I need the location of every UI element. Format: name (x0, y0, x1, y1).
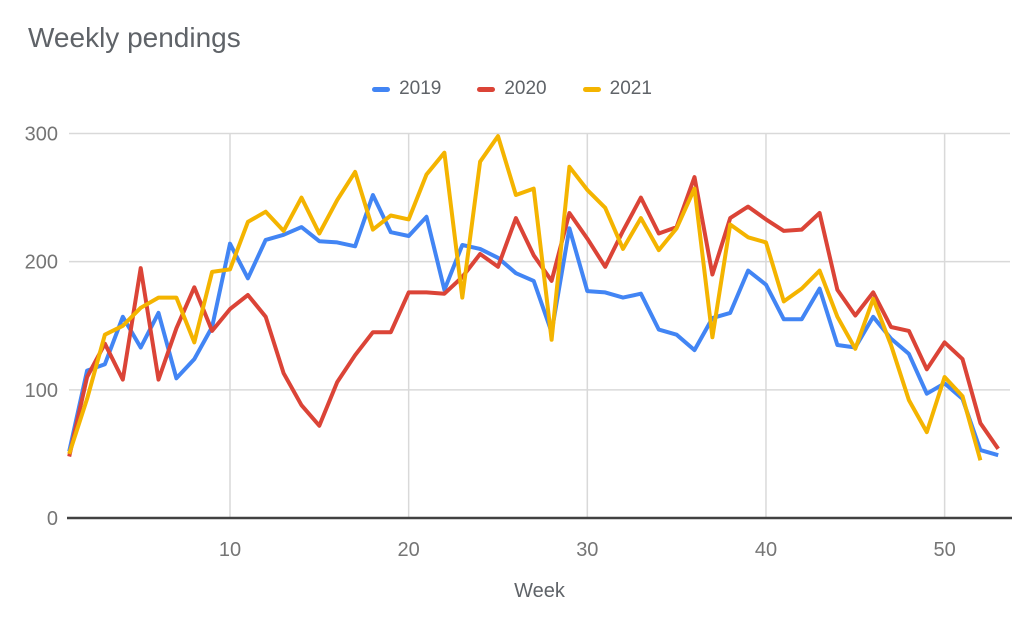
x-axis-tick-50: 50 (934, 539, 956, 561)
legend-item-2019: 2019 (372, 78, 441, 100)
y-axis-tick-300: 300 (25, 124, 58, 146)
y-axis-tick-100: 100 (25, 380, 58, 402)
chart-title: Weekly pendings (28, 22, 241, 53)
y-axis-tick-0: 0 (47, 508, 58, 530)
y-axis-tick-200: 200 (25, 252, 58, 274)
x-axis-tick-40: 40 (755, 539, 777, 561)
x-axis-tick-20: 20 (398, 539, 420, 561)
legend-swatch-2021 (582, 86, 601, 92)
legend: 2019 2020 2021 (0, 78, 1024, 100)
line-series-2021 (67, 134, 983, 461)
x-axis-tick-10: 10 (219, 539, 241, 561)
legend-item-2021: 2021 (582, 78, 652, 100)
legend-label-2021: 2021 (609, 78, 652, 99)
legend-label-2019: 2019 (399, 78, 442, 99)
x-axis-title: Week (514, 580, 566, 602)
x-axis-tick-30: 30 (576, 539, 598, 561)
legend-item-2020: 2020 (477, 78, 547, 100)
legend-swatch-2020 (477, 86, 496, 92)
line-series-2020 (67, 175, 1000, 457)
legend-swatch-2019 (372, 86, 391, 92)
legend-label-2020: 2020 (504, 78, 547, 99)
